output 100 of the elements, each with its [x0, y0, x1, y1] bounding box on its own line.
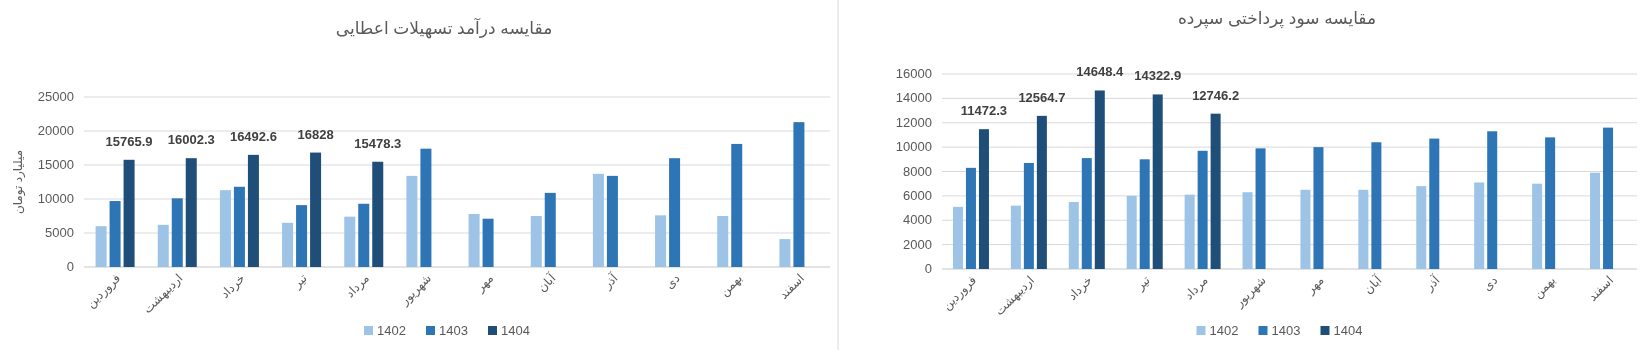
bar [185, 158, 197, 267]
x-tick-label: مهر [1302, 273, 1328, 298]
bar [1152, 94, 1163, 269]
data-label: 14648.4 [1076, 64, 1125, 80]
bar [358, 203, 370, 267]
bar [1139, 159, 1150, 269]
bar [95, 226, 107, 267]
x-tick-label: فروردین [939, 273, 980, 314]
data-label: 15478.3 [354, 135, 402, 151]
legend-label: 1402 [377, 323, 406, 338]
bar [1474, 182, 1485, 269]
data-label: 14322.9 [1134, 68, 1182, 84]
x-tick-label: فروردین [83, 271, 124, 312]
bar [544, 192, 556, 267]
bar [1094, 90, 1105, 269]
x-tick-label: اسفند [1585, 273, 1617, 304]
data-label: 11472.3 [960, 103, 1008, 119]
data-label: 16492.6 [229, 128, 277, 144]
bar [406, 175, 418, 267]
bar [1371, 142, 1382, 269]
legend-label: 1404 [501, 323, 530, 338]
x-tick-label: مهر [472, 271, 497, 296]
bar [779, 239, 791, 267]
y-axis-title: میلیارد تومان [11, 149, 26, 215]
bar [1590, 172, 1601, 269]
bar [1532, 183, 1543, 269]
x-tick-label: دی [1480, 273, 1501, 294]
bar [157, 224, 169, 267]
bar [1010, 205, 1021, 269]
bar [1081, 158, 1092, 269]
y-tick-label: 12000 [895, 114, 932, 130]
bar [109, 201, 121, 267]
y-tick-label: 2000 [903, 236, 932, 252]
y-tick-label: 20000 [37, 123, 74, 138]
x-tick-label: شهریور [1231, 273, 1270, 312]
bar [1603, 127, 1614, 269]
bar [793, 122, 805, 267]
legend-label: 1404 [1333, 323, 1363, 338]
y-tick-label: 16000 [895, 66, 932, 81]
x-tick-label: مرداد [1181, 273, 1212, 303]
x-tick-label: خرداد [217, 271, 249, 302]
bar [669, 158, 681, 267]
bar [247, 154, 259, 267]
bar [344, 216, 356, 267]
x-tick-label: آبان [534, 270, 559, 295]
y-tick-label: 0 [66, 259, 74, 274]
bar [1023, 162, 1034, 269]
data-label: 15765.9 [105, 133, 153, 149]
bar [1255, 148, 1266, 269]
bar [219, 190, 231, 267]
x-tick-label: شهریور [396, 271, 435, 310]
data-label: 12564.7 [1018, 89, 1066, 105]
bar [310, 152, 322, 267]
y-tick-label: 10000 [37, 191, 74, 206]
bar [233, 186, 245, 267]
bar [1036, 115, 1047, 269]
bar [282, 222, 294, 267]
bar [978, 129, 989, 269]
data-label: 16828 [297, 126, 334, 142]
x-tick-label: دی [662, 271, 683, 292]
x-tick-label: اردیبهشت [140, 271, 187, 317]
bar [1545, 137, 1556, 269]
bar [1197, 150, 1208, 269]
bar [1068, 201, 1079, 269]
y-tick-label: 8000 [903, 163, 932, 179]
y-tick-label: 4000 [903, 212, 932, 228]
x-tick-label: اردیبهشت [992, 273, 1038, 319]
bar [1300, 189, 1311, 269]
bar [1210, 113, 1221, 269]
bar [1184, 194, 1195, 269]
legend-label: 1403 [1271, 323, 1301, 338]
x-tick-label: تیر [1132, 273, 1154, 295]
bar [1416, 186, 1427, 269]
legend-label: 1403 [439, 323, 468, 338]
bar [952, 206, 963, 269]
bar [171, 198, 183, 267]
bar [468, 213, 480, 267]
y-tick-label: 10000 [895, 139, 932, 155]
y-tick-label: 0 [924, 261, 932, 276]
x-tick-label: خرداد [1065, 273, 1096, 304]
y-tick-label: 14000 [895, 90, 932, 106]
bar [1126, 195, 1137, 269]
y-tick-label: 5000 [45, 225, 74, 240]
bar [1487, 131, 1498, 269]
bar [717, 216, 729, 267]
bar [123, 159, 135, 267]
bar [731, 143, 743, 267]
x-tick-label: آبان [1360, 272, 1385, 297]
bar [592, 173, 604, 267]
chart-title: مقایسه سود پرداختی سپرده [1177, 9, 1377, 29]
x-tick-label: آذر [1420, 272, 1444, 295]
x-tick-label: آذر [598, 270, 622, 293]
bar [1313, 147, 1324, 269]
bar [372, 161, 384, 267]
data-label: 12746.2 [1192, 87, 1240, 103]
x-tick-label: اسفند [776, 271, 808, 302]
bar [606, 175, 618, 267]
bar [1358, 189, 1369, 269]
bar [296, 205, 308, 267]
bar [420, 148, 432, 267]
